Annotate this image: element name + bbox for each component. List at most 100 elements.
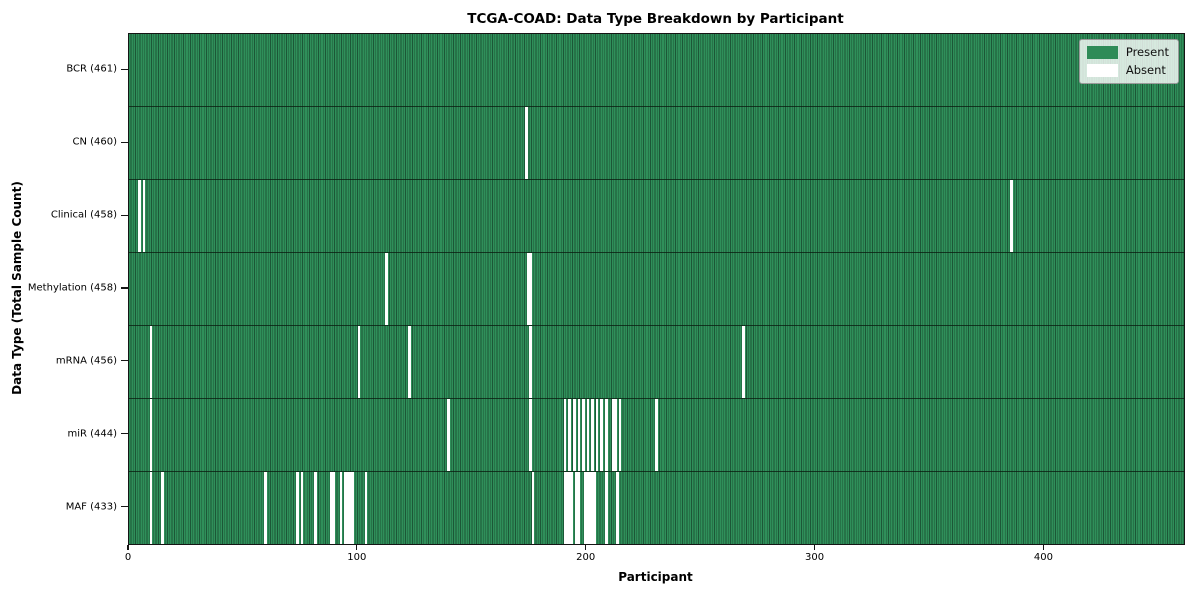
absent-stripe [563,472,567,544]
present-swatch-icon [1086,46,1118,59]
absent-stripe [149,399,153,471]
absent-stripe [563,399,567,471]
absent-stripe [348,472,352,544]
legend-item-present: Present [1086,44,1169,59]
absent-stripe [330,472,333,544]
absent-stripe [595,399,599,471]
absent-stripe [529,253,533,325]
absent-stripe [616,472,620,544]
x-tick-label-400: 400 [1033,552,1053,563]
absent-stripe [1010,180,1013,252]
y-tick-mark [121,68,128,71]
absent-stripe [385,253,388,325]
absent-stripe [344,472,347,544]
heatmap-row-clinical [129,180,1184,253]
y-axis-title: Data Type (Total Sample Count) [10,181,24,395]
absent-stripe [264,472,267,544]
absent-stripe [161,472,164,544]
absent-stripe [408,326,411,398]
legend-item-absent: Absent [1086,62,1169,77]
absent-stripe [529,399,533,471]
absent-stripe [314,472,317,544]
y-tick-mark [121,141,128,143]
absent-stripe [605,472,608,544]
y-tick-mark [121,433,128,435]
absent-stripe [531,472,535,544]
heatmap-row-methylation [129,253,1184,326]
legend-label-absent: Absent [1125,62,1166,77]
absent-stripe [350,472,354,544]
y-tick-mark [121,505,128,508]
absent-stripe [300,472,304,544]
absent-stripe [568,472,571,544]
heatmap-row-bcr [129,34,1184,107]
chart-title: TCGA-COAD: Data Type Breakdown by Partic… [467,11,844,27]
absent-stripe [742,326,745,398]
x-tick-mark [585,545,587,550]
x-tick-mark [127,545,129,550]
y-tick-mark [121,360,128,362]
absent-stripe [655,399,658,471]
legend-label-present: Present [1125,44,1169,59]
absent-stripe [570,472,574,544]
absent-stripe [582,399,585,471]
absent-stripe [586,399,590,471]
absent-stripe [600,399,604,471]
x-tick-mark [356,545,358,550]
absent-stripe [296,472,299,544]
absent-stripe [339,472,343,544]
y-tick-label-methylation: Methylation (458) [27,282,117,294]
plot-area: Present Absent [128,33,1185,545]
y-tick-mark [121,214,128,216]
x-tick-mark [1042,545,1044,550]
x-axis-title: Participant [618,570,693,584]
absent-stripe [577,472,581,544]
absent-stripe [566,472,569,544]
heatmap-row-maf [129,472,1184,544]
absent-stripe [572,399,576,471]
absent-stripe [346,472,349,544]
absent-stripe [149,326,153,398]
absent-stripe [605,399,608,471]
y-tick-label-maf: MAF (433) [65,501,117,513]
absent-stripe [593,472,597,544]
y-tick-label-cn: CN (460) [72,136,117,148]
absent-stripe [357,326,361,398]
absent-stripe [568,399,571,471]
y-tick-label-bcr: BCR (461) [66,63,117,75]
absent-stripe [577,399,581,471]
x-tick-label-200: 200 [576,552,596,563]
absent-stripe [138,180,141,252]
heatmap-row-mir [129,399,1184,472]
absent-stripe [611,399,615,471]
absent-stripe [586,472,590,544]
absent-stripe [149,472,153,544]
x-tick-label-300: 300 [805,552,825,563]
legend: Present Absent [1078,39,1179,84]
x-tick-mark [813,545,816,550]
absent-stripe [332,472,336,544]
absent-stripe [591,472,594,544]
absent-stripe [591,399,594,471]
y-tick-label-mir: miR (444) [67,428,117,440]
x-tick-label-0: 0 [124,552,132,563]
absent-stripe [447,399,450,471]
absent-stripe [588,472,592,544]
absent-stripe [529,326,533,398]
absent-stripe [527,253,530,325]
heatmap-row-cn [129,107,1184,180]
absent-stripe [575,472,578,544]
y-tick-label-mrna: mRNA (456) [55,355,117,367]
absent-stripe [618,399,622,471]
absent-stripe [584,472,587,544]
absent-swatch-icon [1086,64,1118,77]
absent-stripe [524,107,528,179]
x-tick-label-100: 100 [347,552,367,563]
y-tick-mark [121,287,128,289]
y-tick-label-clinical: Clinical (458) [50,209,117,221]
absent-stripe [364,472,368,544]
heatmap-grid [129,34,1184,544]
heatmap-row-mrna [129,326,1184,399]
absent-stripe [614,399,617,471]
